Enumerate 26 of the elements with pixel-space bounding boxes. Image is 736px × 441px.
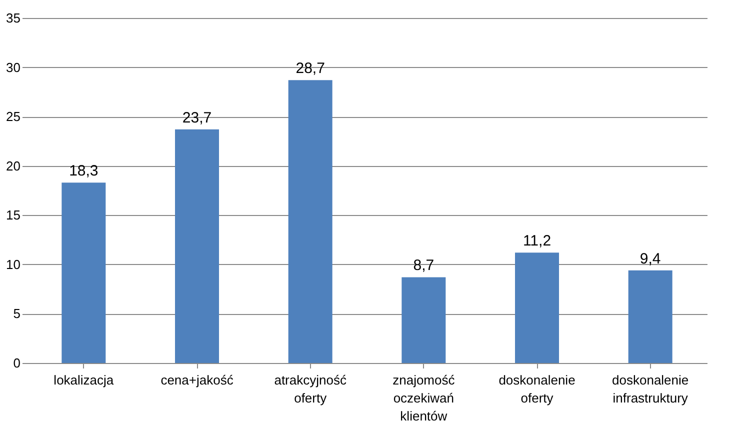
- data-label: 18,3: [69, 162, 98, 180]
- x-tick-label: doskonalenie infrastruktury: [612, 372, 689, 406]
- x-tick-label: cena+jakość: [160, 372, 234, 388]
- y-tick-label: 5: [13, 306, 20, 322]
- y-tick-label: 10: [6, 256, 20, 272]
- y-tick-label: 25: [6, 109, 20, 124]
- y-tick-label: 35: [6, 10, 20, 26]
- bar: [628, 270, 672, 363]
- data-label: 8,7: [413, 257, 434, 274]
- y-tick-label: 15: [6, 208, 20, 223]
- bar: [288, 80, 332, 363]
- y-tick-label: 30: [6, 60, 20, 75]
- bar: [515, 252, 559, 363]
- x-tick-label: lokalizacja: [54, 372, 114, 388]
- x-tick-label: znajomość oczekiwań klientów: [392, 372, 456, 424]
- bar: [402, 277, 446, 363]
- data-label: 9,4: [640, 250, 661, 268]
- data-label: 11,2: [522, 232, 552, 250]
- data-label: 28,7: [296, 60, 325, 78]
- y-tick-label: 0: [13, 356, 20, 370]
- x-tick-label: atrakcyjność oferty: [274, 372, 347, 406]
- data-label: 23,7: [182, 109, 212, 126]
- bar: [175, 129, 219, 363]
- bar: [62, 182, 106, 363]
- x-tick-label: doskonalenie oferty: [498, 372, 576, 406]
- y-tick-label: 20: [6, 158, 20, 174]
